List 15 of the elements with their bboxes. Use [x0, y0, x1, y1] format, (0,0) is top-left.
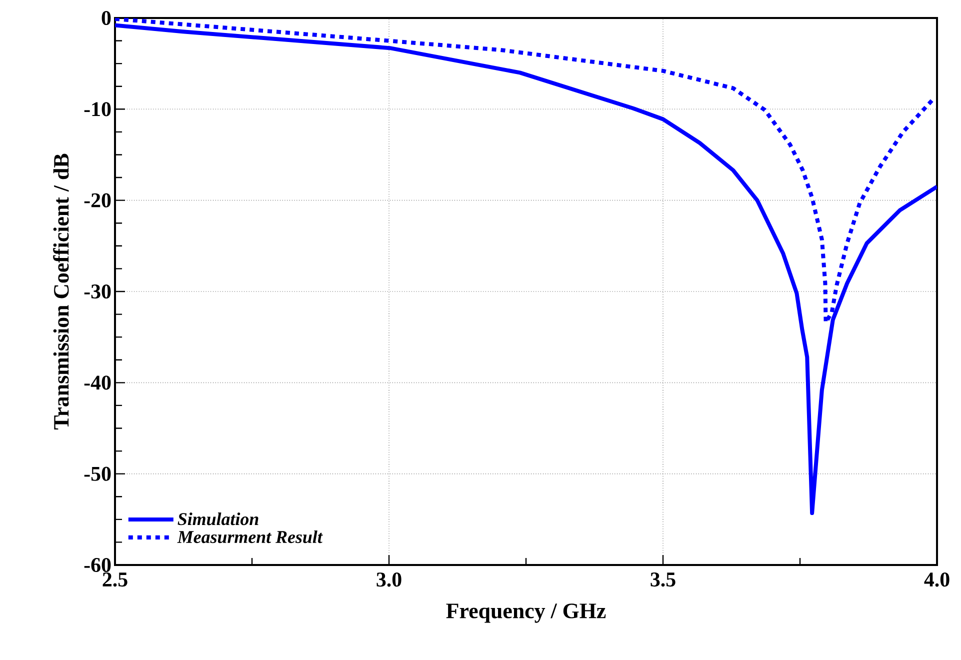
legend-label: Simulation: [178, 512, 258, 526]
x-tick-label: 3.0: [376, 572, 402, 587]
x-tick-label: 2.5: [102, 572, 128, 587]
y-tick-label: -30: [84, 284, 111, 299]
y-tick-label: -60: [84, 558, 111, 572]
y-tick-label: -50: [84, 466, 111, 481]
y-tick-label: 0: [102, 10, 111, 26]
y-tick-label: -20: [84, 193, 111, 208]
x-axis-title: Frequency / GHz: [446, 604, 606, 623]
y-tick-label: -40: [84, 376, 111, 390]
y-tick-label: -10: [84, 102, 111, 116]
x-tick-label: 4.0: [924, 572, 950, 587]
x-tick-label: 3.5: [650, 572, 676, 587]
y-axis-title: Transmission Coefficient / dB: [53, 154, 69, 430]
legend-label: Measurment Result: [177, 530, 323, 544]
